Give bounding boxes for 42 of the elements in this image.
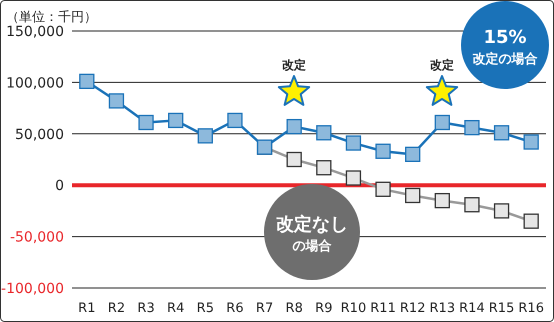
point (138, 114, 154, 130)
x-tick-label: R10 (340, 301, 366, 316)
annotation: 改定 (430, 58, 454, 72)
series-label: 改定なしの場合 (276, 214, 348, 254)
y-tick-label: -50,000 (10, 230, 64, 246)
x-tick-label: R4 (167, 301, 184, 316)
x-tick-label: R1 (78, 301, 96, 316)
x-tick-label: R9 (315, 301, 332, 316)
x-tick-label: R14 (459, 301, 485, 316)
x-tick-label: R3 (137, 301, 155, 316)
y-tick-label: -100,000 (1, 281, 64, 297)
y-tick-label: 50,000 (15, 126, 64, 143)
x-tick-label: R15 (488, 301, 514, 316)
x-tick-label: R6 (226, 301, 244, 316)
point (434, 114, 450, 130)
x-tick-label: R8 (286, 301, 303, 316)
point (227, 112, 243, 128)
y-tick-label: 0 (55, 178, 64, 194)
point (405, 146, 420, 162)
point (375, 144, 391, 159)
x-tick-label: R11 (370, 301, 396, 316)
point (79, 74, 94, 90)
point (494, 125, 510, 140)
point (346, 135, 362, 151)
text: （単位：千円） (6, 10, 97, 25)
point (464, 120, 480, 136)
text: 15%改定の場合 (472, 27, 538, 67)
point (168, 112, 184, 128)
x-tick-label: R2 (108, 301, 126, 316)
point (286, 118, 302, 134)
x-tick-label: R12 (400, 301, 426, 316)
x-tick-label: R16 (518, 301, 544, 316)
x-tick-label: R7 (256, 301, 274, 316)
y-tick-label: 100,000 (6, 75, 64, 92)
point (108, 93, 124, 109)
x-tick-label: R5 (196, 301, 214, 316)
annotation: 改定 (282, 58, 306, 72)
y-tick-label: 150,000 (6, 24, 64, 40)
point (524, 134, 539, 150)
point (198, 128, 213, 144)
point (316, 125, 332, 140)
x-tick-label: R13 (430, 301, 456, 316)
